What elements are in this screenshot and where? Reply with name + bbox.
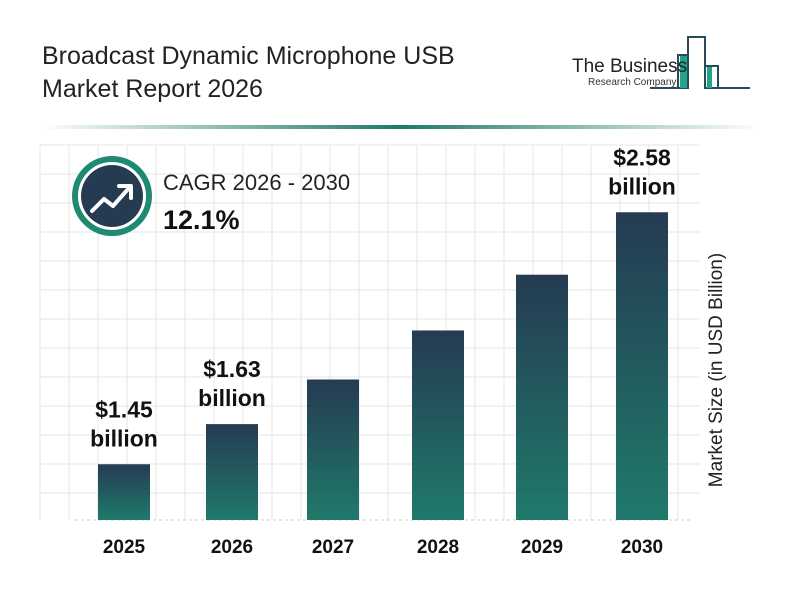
bar-2025 [98, 464, 150, 520]
y-axis-label: Market Size (in USD Billion) [706, 252, 727, 488]
bar-2028 [412, 330, 464, 520]
bar-2027 [307, 379, 359, 520]
data-label-unit: billion [90, 425, 158, 451]
x-tick-label: 2029 [521, 537, 563, 558]
x-tick-label: 2027 [312, 537, 354, 558]
data-label-unit: billion [198, 385, 266, 411]
x-tick-label: 2026 [211, 537, 253, 558]
x-tick-label: 2028 [417, 537, 459, 558]
data-label-value: $2.58 [613, 144, 671, 170]
data-label-value: $1.45 [95, 396, 153, 422]
x-tick-label: 2030 [621, 537, 663, 558]
data-label-value: $1.63 [203, 356, 261, 382]
logo-text: The Business [572, 56, 688, 77]
page-title: Broadcast Dynamic Microphone USB Market … [42, 42, 455, 103]
bar-2026 [206, 424, 258, 520]
x-tick-label: 2025 [103, 537, 146, 558]
logo-subtext: Research Company [588, 77, 677, 88]
company-logo [650, 36, 750, 89]
divider [40, 125, 760, 129]
trend-up-arrow-icon [72, 156, 152, 236]
cagr-value: 12.1% [163, 205, 240, 235]
bar-2029 [516, 274, 568, 520]
data-label-unit: billion [608, 173, 676, 199]
cagr-label: CAGR 2026 - 2030 [163, 170, 351, 195]
bar-2030 [616, 212, 668, 520]
